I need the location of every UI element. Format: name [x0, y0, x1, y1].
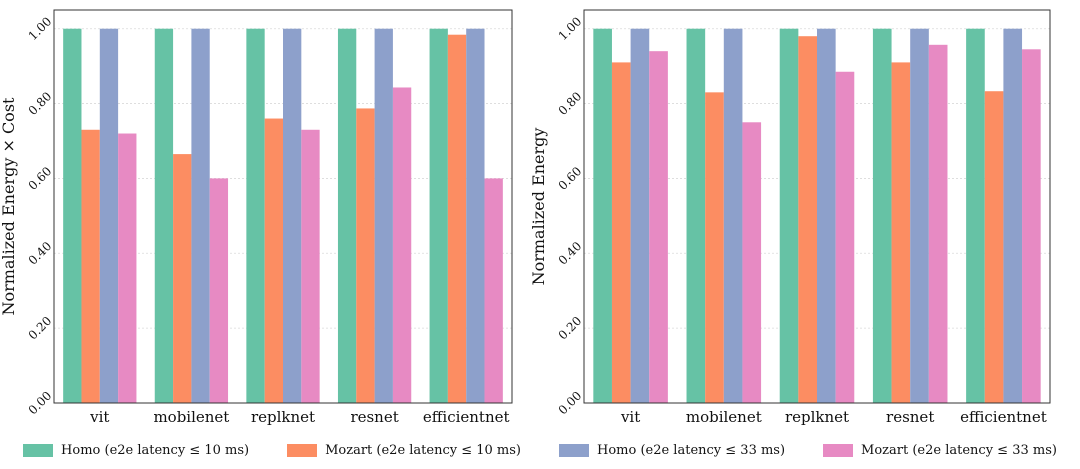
bar-homo33-vit — [99, 28, 119, 403]
legend-label: Mozart (e2e latency ≤ 33 ms) — [861, 442, 1057, 458]
legend-swatch-homo33 — [559, 443, 589, 457]
bar-mozart33-replknet — [835, 71, 855, 403]
legend-item-homo33: Homo (e2e latency ≤ 33 ms) — [559, 443, 785, 458]
bar-mozart33-mobilenet — [209, 178, 229, 403]
bar-mozart10-mobilenet — [173, 154, 192, 403]
x-tick-label: vit — [89, 408, 109, 426]
y-tick-label: 0.00 — [556, 389, 585, 418]
bar-mozart10-efficientnet — [984, 91, 1004, 403]
x-tick-label: efficientnet — [960, 408, 1047, 426]
legend: Homo (e2e latency ≤ 10 ms) Mozart (e2e l… — [0, 438, 1080, 462]
bar-mozart10-mobilenet — [705, 92, 724, 403]
y-tick-label: 0.20 — [556, 314, 585, 343]
bar-homo10-mobilenet — [154, 28, 174, 403]
y-axis-label: Normalized Energy × Cost — [0, 97, 18, 316]
bar-homo10-efficientnet — [966, 28, 985, 403]
bar-homo33-resnet — [910, 28, 929, 403]
bar-mozart10-resnet — [356, 108, 375, 404]
y-axis-label: Normalized Energy — [529, 128, 548, 286]
y-tick-label: 0.80 — [556, 89, 585, 118]
bar-homo33-resnet — [374, 28, 393, 403]
bar-homo10-resnet — [872, 28, 892, 403]
legend-label: Mozart (e2e latency ≤ 10 ms) — [325, 442, 521, 458]
bar-homo10-replknet — [246, 28, 265, 403]
legend-item-homo10: Homo (e2e latency ≤ 10 ms) — [23, 443, 249, 458]
x-tick-label: vit — [620, 408, 640, 426]
bar-homo10-mobilenet — [686, 28, 706, 403]
x-tick-label: replknet — [785, 408, 849, 426]
bar-mozart33-efficientnet — [1022, 49, 1041, 404]
bar-mozart33-efficientnet — [484, 178, 503, 403]
x-tick-label: mobilenet — [686, 408, 762, 426]
plot-frame — [53, 9, 513, 404]
bar-mozart33-vit — [118, 133, 137, 403]
bar-homo33-mobilenet — [191, 28, 210, 403]
legend-label: Homo (e2e latency ≤ 10 ms) — [61, 442, 250, 458]
y-tick-label: 0.20 — [26, 314, 55, 343]
y-tick-label: 0.80 — [26, 89, 55, 118]
bar-mozart10-replknet — [264, 118, 283, 404]
bar-homo10-resnet — [337, 28, 357, 403]
y-tick-label: 0.60 — [556, 164, 585, 193]
charts-canvas: 0.00 0.20 0.40 0.60 0.80 1.00 vit mobilenet repl… — [0, 9, 1051, 426]
bar-homo33-replknet — [283, 28, 302, 403]
bar-homo33-efficientnet — [466, 28, 485, 403]
legend-swatch-homo10 — [23, 443, 54, 457]
chart-1: 0.00 0.20 0.40 0.60 0.80 1.00 vit mobilenet repl… — [0, 9, 513, 426]
plot-frame — [583, 9, 1051, 404]
bar-mozart10-vit — [81, 129, 100, 403]
y-tick-label: 0.40 — [26, 239, 55, 268]
chart-2: 0.00 0.20 0.40 0.60 0.80 1.00 vit mobilenet repl… — [529, 9, 1051, 426]
bar-homo33-mobilenet — [723, 28, 743, 403]
bar-mozart10-replknet — [798, 36, 817, 403]
legend-item-mozart33: Mozart (e2e latency ≤ 33 ms) — [823, 443, 1057, 458]
legend-swatch-mozart33 — [823, 443, 854, 457]
x-tick-label: mobilenet — [153, 408, 229, 426]
x-tick-label: resnet — [350, 408, 398, 426]
legend-swatch-mozart10 — [287, 443, 318, 457]
y-tick-label: 1.00 — [556, 14, 585, 43]
bar-mozart33-resnet — [928, 44, 948, 404]
y-tick-label: 1.00 — [26, 14, 55, 43]
y-tick-label: 0.40 — [556, 239, 585, 268]
bar-mozart33-vit — [649, 51, 668, 404]
bar-homo10-vit — [593, 28, 612, 403]
x-tick-label: efficientnet — [423, 408, 510, 426]
y-tick-label: 0.60 — [26, 164, 55, 193]
bar-homo10-replknet — [779, 28, 799, 403]
bar-homo10-vit — [63, 28, 82, 403]
bar-mozart33-resnet — [392, 87, 412, 403]
bar-homo33-replknet — [817, 28, 836, 403]
bar-homo33-efficientnet — [1003, 28, 1023, 403]
bar-homo33-vit — [630, 28, 650, 403]
bar-homo10-efficientnet — [429, 28, 448, 403]
bar-mozart10-vit — [611, 62, 631, 404]
x-tick-label: replknet — [251, 408, 315, 426]
bar-mozart33-mobilenet — [742, 122, 762, 404]
bar-mozart33-replknet — [301, 129, 320, 403]
bar-mozart10-resnet — [891, 62, 911, 404]
legend-label: Homo (e2e latency ≤ 33 ms) — [597, 442, 786, 458]
x-tick-label: resnet — [886, 408, 934, 426]
y-tick-label: 0.00 — [26, 389, 55, 418]
bar-mozart10-efficientnet — [447, 34, 467, 404]
legend-item-mozart10: Mozart (e2e latency ≤ 10 ms) — [287, 443, 521, 458]
